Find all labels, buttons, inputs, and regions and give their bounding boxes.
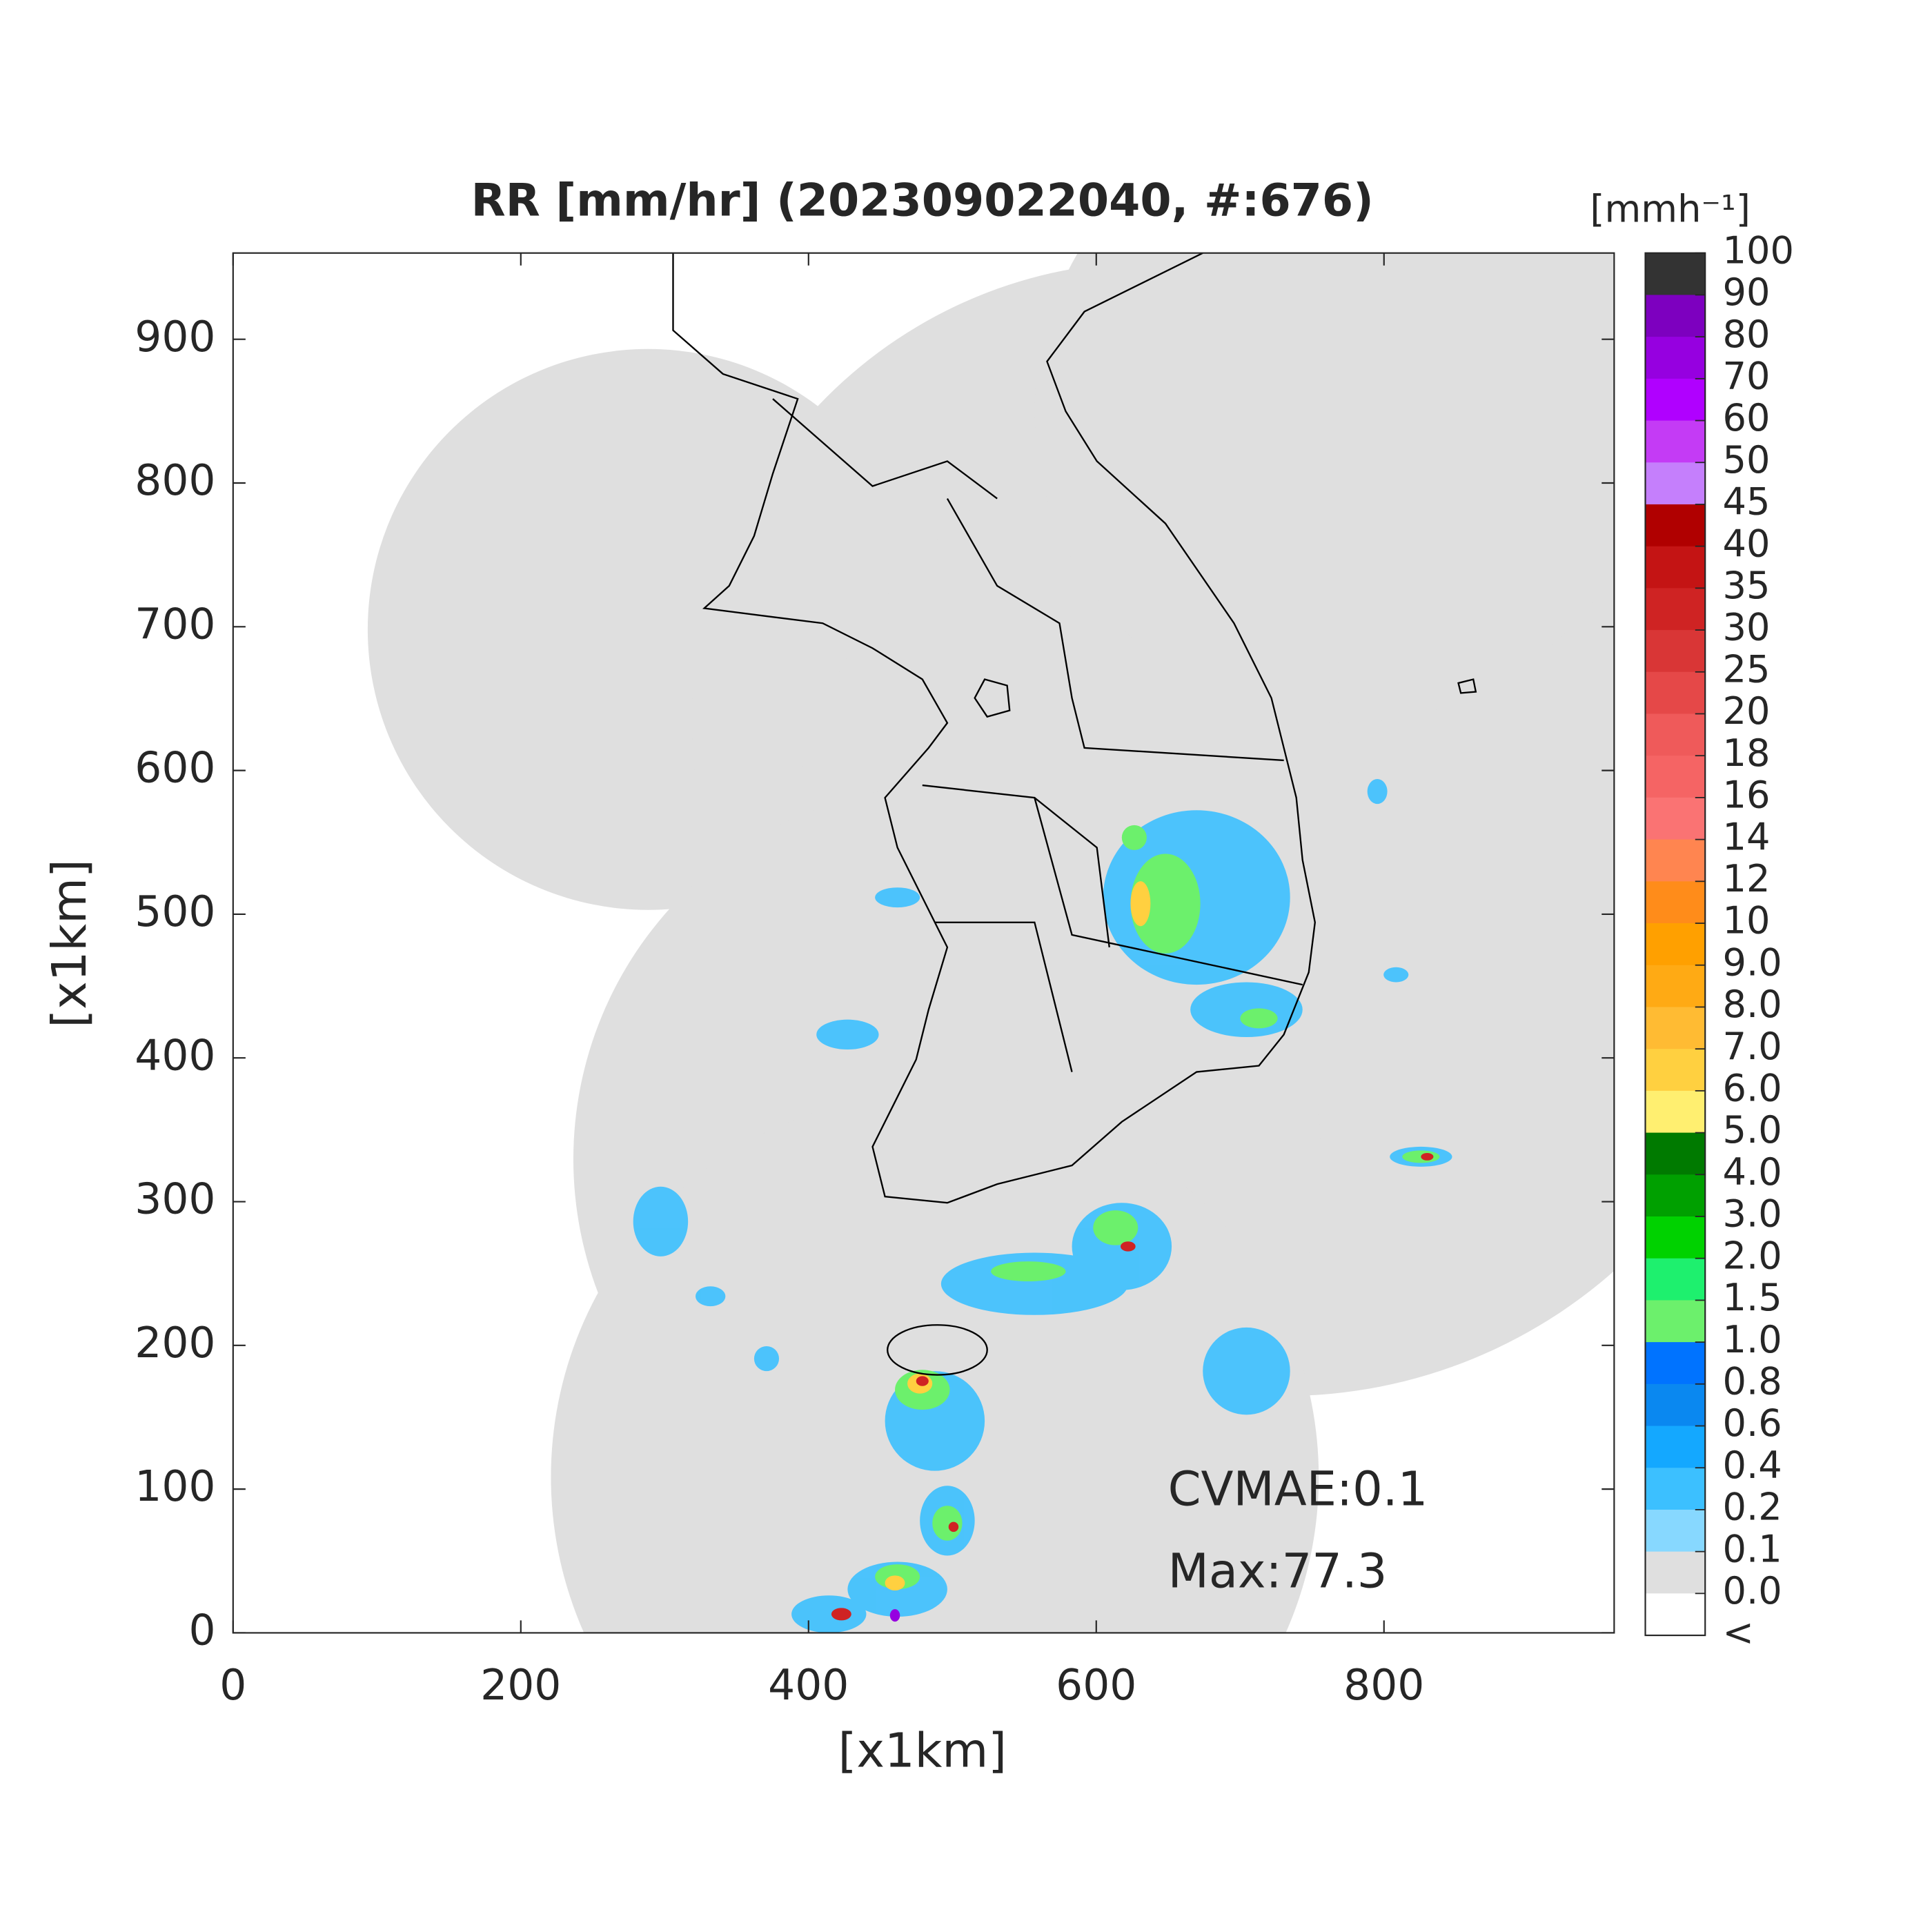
colorbar-label: 2.0 <box>1723 1234 1782 1277</box>
colorbar-segment <box>1645 337 1706 379</box>
y-tick-label: 600 <box>135 744 215 793</box>
colorbar-label: 50 <box>1723 438 1771 482</box>
colorbar-label: 0.4 <box>1723 1443 1782 1487</box>
colorbar-segment <box>1645 295 1706 338</box>
colorbar-label: 1.0 <box>1723 1318 1782 1361</box>
colorbar-label: 3.0 <box>1723 1192 1782 1236</box>
radar-coverage <box>367 253 1615 1633</box>
colorbar-segment <box>1645 965 1706 1008</box>
colorbar-label: 7.0 <box>1723 1025 1782 1068</box>
annotation: Max:77.3 <box>1168 1544 1388 1599</box>
colorbar-segment <box>1645 462 1706 505</box>
colorbar-label: 0.8 <box>1723 1359 1782 1403</box>
colorbar-label: 90 <box>1723 270 1771 314</box>
colorbar-label: 18 <box>1723 731 1771 775</box>
colorbar-segment <box>1645 1383 1706 1427</box>
colorbar-segment <box>1645 1007 1706 1050</box>
y-axis-label: [x1km] <box>42 859 97 1027</box>
x-tick-label: 200 <box>480 1661 561 1710</box>
title: RR [mm/hr] (202309022040, #:676) <box>471 175 1374 227</box>
colorbar-segment <box>1645 630 1706 673</box>
colorbar-label: 1.5 <box>1723 1276 1782 1319</box>
colorbar-segment <box>1645 839 1706 883</box>
coastline <box>672 253 1477 1376</box>
colorbar-frame <box>1644 252 1706 1637</box>
colorbar-label: 14 <box>1723 815 1771 858</box>
colorbar-label: 25 <box>1723 647 1771 691</box>
colorbar-segment <box>1645 1509 1706 1552</box>
y-tick-label: 100 <box>135 1462 215 1511</box>
colorbar-label: 70 <box>1723 354 1771 397</box>
colorbar-label: 12 <box>1723 857 1771 900</box>
x-axis-label: [x1km] <box>838 1724 1007 1779</box>
colorbar-segment <box>1645 671 1706 715</box>
colorbar-segment <box>1645 923 1706 966</box>
colorbar-label: 0.1 <box>1723 1527 1782 1570</box>
colorbar-segment <box>1645 588 1706 631</box>
colorbar-label: 60 <box>1723 396 1771 440</box>
y-tick-label: 700 <box>135 600 215 649</box>
colorbar-label: 35 <box>1723 564 1771 607</box>
colorbar-title: [mmh⁻¹] <box>1590 188 1751 231</box>
x-tick-label: 600 <box>1056 1661 1136 1710</box>
colorbar-label: 5.0 <box>1723 1108 1782 1152</box>
colorbar-label: 100 <box>1723 228 1794 272</box>
x-tick-label: 0 <box>219 1661 246 1710</box>
y-tick-label: 900 <box>135 313 215 362</box>
colorbar-segment <box>1645 1551 1706 1595</box>
colorbar-segment <box>1645 1174 1706 1217</box>
colorbar-segment <box>1645 1090 1706 1134</box>
colorbar-label: 16 <box>1723 773 1771 817</box>
colorbar-label: 0.0 <box>1723 1569 1782 1613</box>
colorbar-segment <box>1645 713 1706 757</box>
map-layer <box>367 253 1615 1633</box>
colorbar-label: 20 <box>1723 689 1771 733</box>
colorbar-segment <box>1645 1049 1706 1092</box>
colorbar-segment <box>1645 881 1706 924</box>
colorbar-segment <box>1645 1258 1706 1301</box>
colorbar-segment <box>1645 504 1706 547</box>
colorbar-label: < <box>1723 1611 1754 1655</box>
colorbar-label: 0.6 <box>1723 1401 1782 1445</box>
colorbar-segment <box>1645 253 1706 296</box>
colorbar-segment <box>1645 1468 1706 1510</box>
annotation: CVMAE:0.1 <box>1168 1461 1428 1517</box>
colorbar-label: 4.0 <box>1723 1150 1782 1194</box>
colorbar-segment <box>1645 1426 1706 1469</box>
colorbar-segment <box>1645 1342 1706 1385</box>
colorbar-segment <box>1645 1300 1706 1343</box>
colorbar-label: 80 <box>1723 313 1771 356</box>
colorbar-segment <box>1645 756 1706 798</box>
colorbar-segment <box>1645 420 1706 464</box>
y-tick-label: 500 <box>135 887 215 936</box>
rain-echoes <box>633 779 1452 1633</box>
colorbar-segment <box>1645 546 1706 589</box>
colorbar-label: 10 <box>1723 899 1771 943</box>
y-tick-label: 0 <box>188 1606 215 1655</box>
axes-frame <box>232 252 1615 1634</box>
colorbar-segment <box>1645 378 1706 422</box>
y-tick-label: 300 <box>135 1175 215 1224</box>
colorbar-label: 9.0 <box>1723 940 1782 984</box>
colorbar-label: 30 <box>1723 606 1771 649</box>
colorbar-label: 6.0 <box>1723 1067 1782 1110</box>
x-tick-label: 800 <box>1343 1661 1424 1710</box>
colorbar-label: 8.0 <box>1723 983 1782 1026</box>
colorbar-segment <box>1645 797 1706 840</box>
colorbar-label: 45 <box>1723 480 1771 524</box>
colorbar-label: 40 <box>1723 522 1771 565</box>
x-tick-label: 400 <box>768 1661 849 1710</box>
colorbar-segment <box>1645 1593 1706 1636</box>
colorbar-segment <box>1645 1216 1706 1259</box>
colorbar-label: 0.2 <box>1723 1486 1782 1529</box>
y-tick-label: 400 <box>135 1031 215 1080</box>
colorbar-segment <box>1645 1132 1706 1176</box>
y-tick-label: 800 <box>135 456 215 505</box>
y-tick-label: 200 <box>135 1319 215 1368</box>
